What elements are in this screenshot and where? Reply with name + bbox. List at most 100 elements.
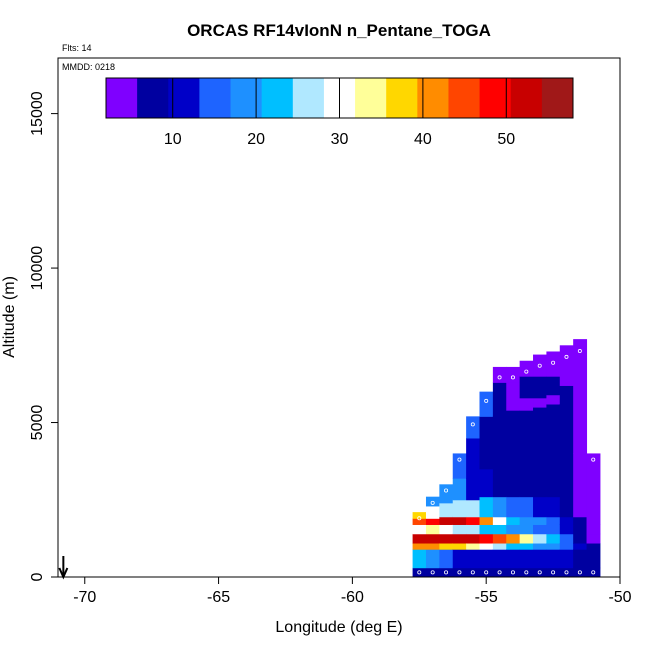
heatmap-cell bbox=[452, 533, 467, 544]
heatmap-cell bbox=[519, 376, 534, 399]
heatmap-cell bbox=[466, 437, 480, 479]
heatmap-cell bbox=[479, 533, 494, 544]
heatmap-cell bbox=[492, 543, 507, 550]
heatmap-cell bbox=[506, 543, 521, 550]
heatmap-cell bbox=[533, 543, 547, 550]
heatmap-cell bbox=[586, 567, 601, 578]
sample-point bbox=[430, 570, 435, 575]
heatmap-cell bbox=[479, 391, 494, 417]
colorbar-swatch bbox=[417, 78, 449, 118]
heatmap-cell bbox=[573, 339, 588, 454]
colorbar-tick-label: 10 bbox=[164, 131, 182, 148]
heatmap-cell bbox=[492, 496, 507, 518]
heatmap-cell bbox=[519, 543, 534, 550]
heatmap-cell bbox=[479, 524, 494, 535]
sample-point bbox=[457, 457, 462, 462]
heatmap-cell bbox=[519, 549, 534, 569]
heatmap-cell bbox=[439, 524, 454, 535]
heatmap-cell bbox=[586, 524, 601, 535]
heatmap-cell bbox=[533, 533, 547, 544]
heatmap-cell bbox=[439, 484, 454, 504]
arrow-head bbox=[58, 567, 69, 580]
heatmap-cell bbox=[533, 524, 547, 535]
heatmap-cell bbox=[519, 496, 534, 518]
heatmap-cell bbox=[559, 567, 574, 578]
sample-point bbox=[510, 375, 515, 380]
sample-point bbox=[591, 570, 596, 575]
x-axis-label: Longitude (deg E) bbox=[275, 619, 402, 636]
colorbar-tick-label: 20 bbox=[247, 131, 265, 148]
heatmap-cell bbox=[452, 549, 467, 569]
heatmap-cell bbox=[559, 516, 574, 525]
heatmap-cell bbox=[519, 397, 534, 411]
heatmap-cell bbox=[479, 549, 494, 569]
colorbar: 10 20 30 40 50 bbox=[105, 77, 574, 148]
heatmap-cell bbox=[425, 533, 440, 544]
heatmap-cell bbox=[452, 524, 467, 535]
heatmap-cell bbox=[439, 567, 454, 578]
sample-points bbox=[417, 349, 596, 575]
heatmap-cell bbox=[479, 496, 494, 518]
sample-point bbox=[497, 375, 502, 380]
heatmap-cell bbox=[533, 567, 547, 578]
x-tick-label: -50 bbox=[608, 589, 631, 606]
heatmap-cell bbox=[425, 549, 440, 569]
heatmap-cell bbox=[573, 567, 588, 578]
heatmap-cell bbox=[506, 382, 521, 411]
heatmap-cell bbox=[439, 549, 454, 569]
heatmap-cell bbox=[492, 524, 507, 535]
y-tick-label: 5000 bbox=[29, 405, 46, 441]
x-tick-label: -70 bbox=[73, 589, 96, 606]
heatmap-cell bbox=[519, 567, 534, 578]
sample-point bbox=[457, 570, 462, 575]
heatmap-cell bbox=[412, 524, 427, 535]
heatmap-cell bbox=[479, 543, 494, 550]
heatmap-cell bbox=[546, 533, 561, 544]
heatmap-cell bbox=[573, 453, 588, 518]
sample-point bbox=[444, 488, 449, 493]
heatmap-cell bbox=[586, 543, 601, 569]
heatmap-cell bbox=[546, 404, 561, 498]
sample-point bbox=[564, 570, 569, 575]
heatmap-cell bbox=[559, 549, 574, 569]
heatmap-cell bbox=[412, 543, 427, 550]
heatmap-cell bbox=[559, 524, 574, 535]
heatmap-cell bbox=[519, 516, 534, 525]
sample-point bbox=[510, 570, 515, 575]
sample-point bbox=[551, 570, 556, 575]
heatmap-cell bbox=[466, 499, 480, 518]
heatmap-cell bbox=[519, 360, 534, 377]
colorbar-swatch bbox=[541, 78, 574, 118]
colorbar-swatch bbox=[292, 78, 325, 118]
y-axis: 0 5000 10000 15000 bbox=[29, 91, 58, 581]
colorbar-swatch bbox=[448, 78, 481, 118]
heatmap-cell bbox=[506, 549, 521, 569]
date-label: MMDD: 0218 bbox=[62, 62, 115, 72]
heatmap-cell bbox=[559, 543, 574, 550]
sample-point bbox=[551, 360, 556, 365]
x-tick-label: -65 bbox=[207, 589, 230, 606]
sample-point bbox=[524, 369, 529, 374]
heatmap-cell bbox=[425, 505, 440, 519]
sample-point bbox=[497, 570, 502, 575]
sample-point bbox=[577, 570, 582, 575]
heatmap-cell bbox=[439, 516, 454, 525]
y-tick-label: 0 bbox=[29, 572, 46, 581]
y-tick-label: 15000 bbox=[29, 91, 46, 136]
heatmap-cell bbox=[466, 416, 480, 439]
heatmap-cell bbox=[586, 533, 601, 544]
sample-point bbox=[430, 500, 435, 505]
heatmap-cell bbox=[492, 549, 507, 569]
heatmap-cell bbox=[479, 567, 494, 578]
heatmap-cell bbox=[466, 524, 480, 535]
sample-point bbox=[564, 354, 569, 359]
colorbar-tick-label: 50 bbox=[497, 131, 515, 148]
heatmap-cell bbox=[533, 354, 547, 377]
heatmap-cell bbox=[573, 543, 588, 550]
heatmap-cell bbox=[425, 524, 440, 535]
heatmap-cell bbox=[546, 567, 561, 578]
heatmap-cell bbox=[492, 516, 507, 525]
heatmap-cell bbox=[492, 366, 507, 383]
colorbar-swatch bbox=[106, 78, 138, 118]
